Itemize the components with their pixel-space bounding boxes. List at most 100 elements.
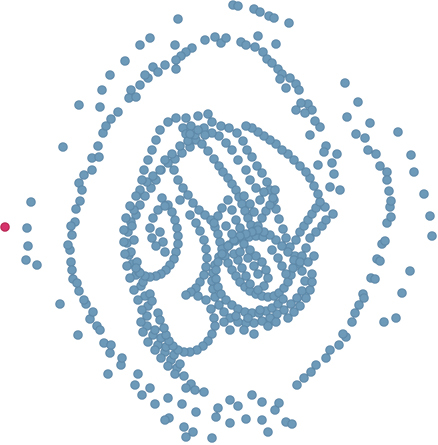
data-point <box>309 251 319 261</box>
data-point <box>311 227 321 237</box>
data-point <box>150 345 160 355</box>
data-point <box>305 233 315 243</box>
data-point <box>163 393 173 403</box>
data-point <box>95 102 105 112</box>
data-point <box>292 293 302 303</box>
data-point <box>172 223 182 233</box>
data-point <box>147 233 157 243</box>
data-point <box>271 235 281 245</box>
data-point <box>257 397 267 407</box>
data-point <box>190 385 200 395</box>
data-point <box>211 412 221 422</box>
data-point <box>370 274 380 284</box>
data-point <box>334 340 344 350</box>
data-point <box>200 130 210 140</box>
data-point <box>363 145 373 155</box>
data-point <box>243 253 253 263</box>
data-point <box>253 285 263 295</box>
data-point <box>241 40 251 50</box>
data-point <box>311 360 321 370</box>
data-point <box>227 145 237 155</box>
data-point <box>224 123 234 133</box>
data-point <box>199 270 209 280</box>
data-point <box>173 239 183 249</box>
data-point <box>193 291 203 301</box>
data-point <box>119 225 129 235</box>
data-point <box>143 155 153 165</box>
data-point <box>142 311 152 321</box>
data-point <box>219 307 229 317</box>
data-point <box>291 235 301 245</box>
data-point <box>255 195 265 205</box>
data-point <box>63 240 73 250</box>
data-point <box>58 142 68 152</box>
data-point <box>313 160 323 170</box>
data-point <box>225 418 235 428</box>
data-point <box>277 145 287 155</box>
data-point <box>139 165 149 175</box>
data-point <box>281 83 291 93</box>
data-point <box>195 226 205 236</box>
data-point <box>75 196 85 206</box>
data-point <box>267 245 277 255</box>
data-point <box>125 273 135 283</box>
data-point <box>218 167 228 177</box>
data-point <box>269 13 279 23</box>
data-point <box>342 112 352 122</box>
data-point <box>214 300 224 310</box>
data-point <box>26 197 36 207</box>
data-point <box>131 191 141 201</box>
data-point <box>136 317 146 327</box>
data-point <box>386 196 396 206</box>
data-point <box>133 369 143 379</box>
data-point <box>105 70 115 80</box>
data-point <box>160 415 170 425</box>
data-point <box>213 257 223 267</box>
data-point <box>257 168 267 178</box>
data-point <box>249 261 259 271</box>
data-point <box>384 186 394 196</box>
data-point <box>255 305 265 315</box>
data-point <box>249 329 259 339</box>
data-point <box>382 175 392 185</box>
data-point <box>87 165 97 175</box>
data-point <box>335 185 345 195</box>
data-point <box>386 212 396 222</box>
data-point <box>200 35 210 45</box>
data-point <box>286 299 296 309</box>
data-point <box>241 414 251 424</box>
data-point <box>278 224 288 234</box>
data-point <box>97 85 107 95</box>
data-point <box>315 197 325 207</box>
data-point <box>375 256 385 266</box>
data-point <box>73 330 83 340</box>
data-point <box>247 152 257 162</box>
data-point <box>257 415 267 425</box>
data-point <box>72 278 82 288</box>
data-point <box>120 56 130 66</box>
data-point <box>251 183 261 193</box>
data-point <box>156 353 166 363</box>
data-point <box>216 289 226 299</box>
data-point <box>405 266 415 276</box>
data-point <box>129 285 139 295</box>
data-point <box>207 433 217 443</box>
data-point <box>294 85 304 95</box>
data-point <box>191 407 201 417</box>
data-point <box>296 98 306 108</box>
data-point <box>300 108 310 118</box>
data-point <box>79 295 89 305</box>
data-point <box>153 67 163 77</box>
data-point <box>305 130 315 140</box>
data-point <box>301 293 311 303</box>
data-point <box>171 113 181 123</box>
data-point <box>258 47 268 57</box>
data-point <box>173 231 183 241</box>
data-point <box>277 261 287 271</box>
data-point <box>153 205 163 215</box>
data-point <box>163 117 173 127</box>
data-point <box>211 265 221 275</box>
data-point <box>299 373 309 383</box>
data-point <box>255 7 265 17</box>
